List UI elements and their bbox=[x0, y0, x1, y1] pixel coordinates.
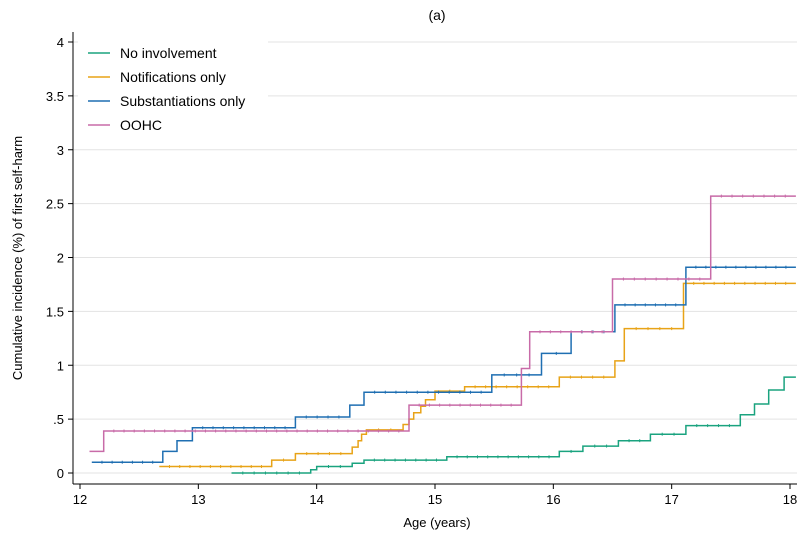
grid-lines bbox=[73, 41, 797, 474]
y-tick-label-5: 2.5 bbox=[46, 197, 64, 212]
y-tick-label-3: 1.5 bbox=[46, 304, 64, 319]
series-lines bbox=[89, 194, 796, 475]
y-tick-label-6: 3 bbox=[57, 143, 64, 158]
axes: 0 .5 1 1.5 2 2.5 3 3.5 4 12 13 14 15 16 17 18 bbox=[46, 32, 797, 507]
legend-label-1: Notifications only bbox=[120, 69, 226, 85]
legend-label-2: Substantiations only bbox=[120, 93, 245, 109]
legend: No involvement Notifications only Substant… bbox=[78, 38, 268, 138]
chart-title: (a) bbox=[428, 7, 445, 23]
series-line-3 bbox=[89, 195, 796, 453]
legend-label-0: No involvement bbox=[120, 45, 217, 61]
y-axis-label: Cumulative incidence (%) of first self-h… bbox=[10, 136, 25, 380]
y-tick-label-1: .5 bbox=[53, 412, 64, 427]
series-line-1 bbox=[159, 282, 796, 468]
y-tick-label-7: 3.5 bbox=[46, 89, 64, 104]
x-tick-label-6: 18 bbox=[783, 492, 797, 507]
y-tick-label-4: 2 bbox=[57, 251, 64, 266]
y-tick-label-2: 1 bbox=[57, 358, 64, 373]
y-tick-label-0: 0 bbox=[57, 466, 64, 481]
series-censor-marks-3 bbox=[113, 194, 786, 433]
legend-background bbox=[78, 38, 268, 138]
series-censor-marks-1 bbox=[169, 281, 787, 469]
x-tick-label-2: 14 bbox=[309, 492, 323, 507]
x-tick-label-5: 17 bbox=[664, 492, 678, 507]
series-line-0 bbox=[231, 376, 796, 474]
x-tick-label-0: 12 bbox=[73, 492, 87, 507]
x-axis-label: Age (years) bbox=[403, 515, 470, 530]
x-tick-label-1: 13 bbox=[191, 492, 205, 507]
legend-label-3: OOHC bbox=[120, 117, 162, 133]
x-tick-label-4: 16 bbox=[546, 492, 560, 507]
x-tick-label-3: 15 bbox=[428, 492, 442, 507]
y-tick-label-8: 4 bbox=[57, 35, 64, 50]
series-censor-marks-2 bbox=[101, 265, 787, 464]
series-censor-marks-0 bbox=[242, 424, 730, 475]
series-line-2 bbox=[91, 266, 796, 463]
